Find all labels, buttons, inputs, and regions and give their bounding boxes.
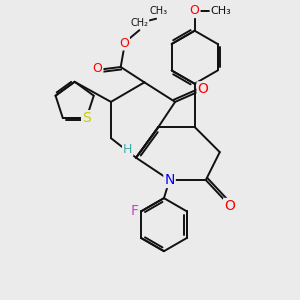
Text: F: F (131, 204, 139, 218)
Text: H: H (123, 143, 132, 156)
Text: O: O (190, 4, 200, 17)
Text: CH₂: CH₂ (130, 18, 148, 28)
Text: CH₃: CH₃ (150, 6, 168, 16)
Text: CH₃: CH₃ (211, 6, 232, 16)
Text: S: S (82, 111, 91, 125)
Text: O: O (119, 37, 129, 50)
Text: O: O (198, 82, 208, 96)
Text: N: N (164, 173, 175, 187)
Text: O: O (93, 62, 103, 75)
Text: O: O (224, 199, 235, 213)
